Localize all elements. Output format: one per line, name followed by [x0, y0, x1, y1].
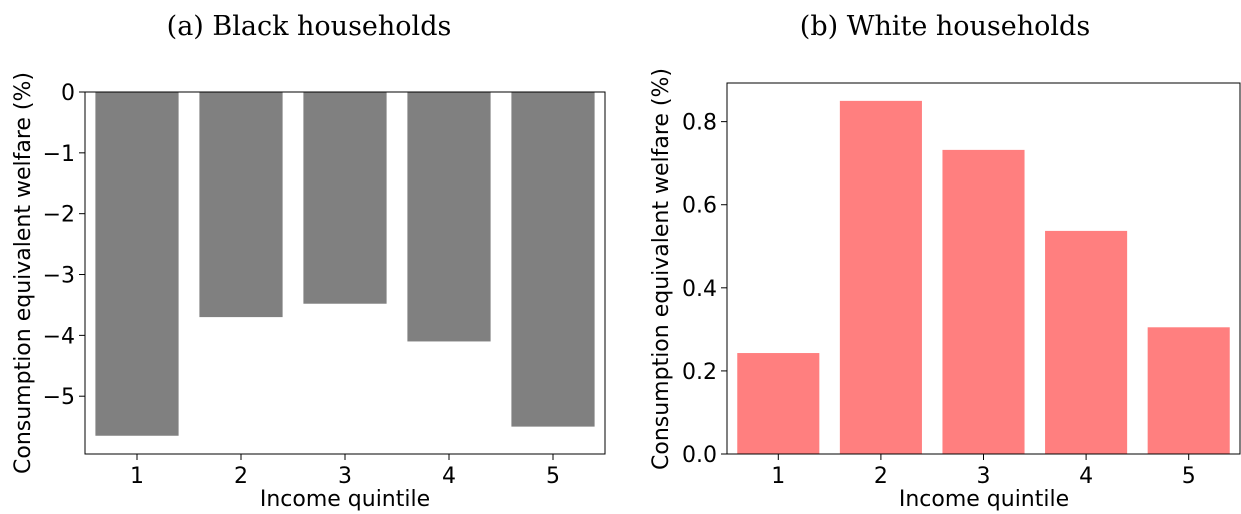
- y-tick-label: −2: [43, 203, 75, 228]
- bar-quintile-3: [942, 149, 1025, 455]
- y-tick-label: −1: [43, 142, 75, 167]
- x-ticks: 1 2 3 4 5: [130, 454, 560, 489]
- plot-frame: [726, 82, 1241, 455]
- x-tick-label: 1: [771, 464, 785, 489]
- bar-quintile-3: [303, 92, 387, 304]
- y-tick-label: 0.6: [682, 194, 717, 219]
- x-tick-label: 5: [1182, 464, 1196, 489]
- bar-quintile-4: [1045, 230, 1128, 454]
- x-tick-label: 1: [130, 464, 144, 489]
- x-tick-label: 3: [338, 464, 352, 489]
- bar-quintile-5: [1147, 327, 1230, 454]
- chart-panel-black-households: (a) Black households Consumption equival…: [11, 11, 606, 512]
- bar-quintile-2: [199, 92, 283, 318]
- y-tick-label: 0: [61, 81, 75, 106]
- y-tick-label: −4: [43, 324, 75, 349]
- x-axis-label: Income quintile: [260, 487, 430, 512]
- y-tick-label: 0.0: [682, 443, 717, 468]
- x-tick-label: 2: [234, 464, 248, 489]
- y-tick-label: 0.8: [682, 111, 717, 136]
- x-tick-label: 2: [874, 464, 888, 489]
- x-axis-label: Income quintile: [899, 487, 1069, 512]
- bar-quintile-1: [737, 353, 820, 454]
- chart-panel-white-households: (b) White households Consumption equival…: [649, 11, 1241, 512]
- x-tick-label: 4: [1079, 464, 1093, 489]
- y-ticks: 0 −1 −2 −3 −4 −5: [43, 81, 85, 410]
- x-ticks: 1 2 3 4 5: [771, 454, 1196, 489]
- bars: [737, 100, 1230, 455]
- plot-frame: [84, 91, 606, 455]
- y-ticks: 0.0 0.2 0.4 0.6 0.8: [682, 111, 727, 468]
- bars: [95, 92, 595, 436]
- y-axis-label: Consumption equivalent welfare (%): [649, 68, 674, 470]
- bar-quintile-2: [839, 100, 922, 454]
- y-axis-label: Consumption equivalent welfare (%): [11, 72, 36, 474]
- x-tick-label: 4: [442, 464, 456, 489]
- y-tick-label: 0.4: [682, 277, 717, 302]
- bar-quintile-4: [407, 92, 491, 342]
- y-tick-label: −5: [43, 385, 75, 410]
- chart-title: (a) Black households: [167, 11, 452, 42]
- x-tick-label: 5: [546, 464, 560, 489]
- y-tick-label: −3: [43, 264, 75, 289]
- x-tick-label: 3: [977, 464, 991, 489]
- bar-quintile-5: [511, 92, 595, 427]
- y-tick-label: 0.2: [682, 360, 717, 385]
- chart-title: (b) White households: [800, 11, 1090, 42]
- bar-quintile-1: [95, 92, 179, 436]
